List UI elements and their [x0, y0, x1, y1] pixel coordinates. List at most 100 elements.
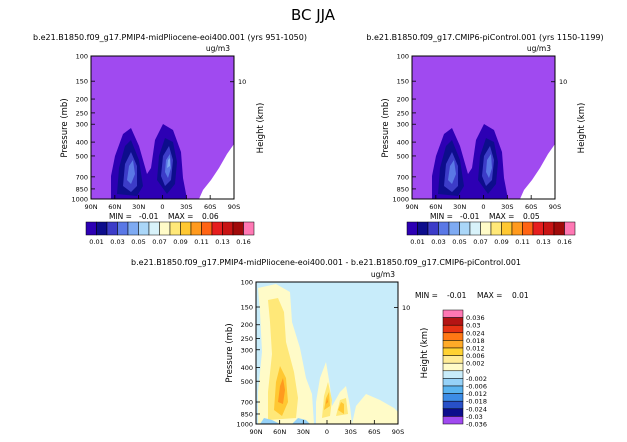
right-colorbar-box: [532, 221, 544, 236]
panel-diff: b.e21.B1850.f09_g17.PMIP4-midPliocene-eo…: [131, 258, 529, 436]
diff-colorbar-box: [442, 416, 464, 425]
right-ytick-label: 200: [397, 96, 409, 104]
right-colorbar-label: 0.03: [431, 238, 445, 246]
right-plot-area: 90N 60N 30N 0 30S 60S 90S 100 150 200 250 300 400 500…: [392, 53, 567, 212]
left-ytick-label: 100: [76, 53, 88, 61]
left-contour-0.09: [167, 158, 170, 168]
left-colorbar-box: [232, 221, 244, 236]
diff-xtick-label: 0: [325, 428, 329, 436]
diff-colorbar-box: [442, 309, 464, 318]
left-colorbar-box: [243, 221, 255, 236]
diff-colorbar-label: 0.036: [466, 314, 485, 322]
diff-colorbar-box: [442, 393, 464, 402]
right-colorbar-label: 0.13: [536, 238, 550, 246]
left-colorbar-label: 0.09: [173, 238, 187, 246]
diff-colorbar-label: 0.024: [466, 329, 485, 337]
right-colorbar-label: 0.16: [557, 238, 571, 246]
left-colorbar-box: [117, 221, 129, 236]
right-ytick-label: 850: [397, 185, 409, 193]
left-colorbar-box: [127, 221, 139, 236]
right-colorbar-box: [553, 221, 565, 236]
right-colorbar-box: [469, 221, 481, 236]
diff-colorbar-box: [442, 370, 464, 379]
right-ytick-label: 150: [397, 78, 409, 86]
left-colorbar-box: [148, 221, 160, 236]
left-max-value: 0.06: [202, 212, 219, 221]
diff-colorbar: 0.0360.030.0240.0180.0120.0060.0020-0.00…: [442, 309, 487, 429]
left-colorbar-box: [96, 221, 108, 236]
diff-ytick-label: 400: [241, 364, 253, 372]
right-xtick-label: 90N: [405, 203, 418, 211]
diff-colorbar-label: 0.03: [466, 322, 480, 330]
left-colorbar-label: 0.16: [236, 238, 250, 246]
right-colorbar-label: 0.09: [494, 238, 508, 246]
right-y2label: Height (km): [577, 103, 587, 154]
diff-colorbar-label: 0.018: [466, 337, 485, 345]
diff-axes: 90N 60N 30N 0 30S 60S 90S 100 150 200 250 300 400 500…: [236, 279, 410, 437]
left-xtick-label: 30N: [132, 203, 145, 211]
right-colorbar-box: [427, 221, 439, 236]
diff-title: b.e21.B1850.f09_g17.PMIP4-midPliocene-eo…: [131, 258, 521, 267]
left-ytick-label: 1000: [71, 196, 88, 204]
left-ytick-label: 150: [76, 78, 88, 86]
left-xtick-label: 30S: [180, 203, 192, 211]
panel-left: b.e21.B1850.f09_g17.PMIP4-midPliocene-eo…: [33, 33, 307, 246]
left-ytick-label: 200: [76, 96, 88, 104]
left-colorbar-label: 0.11: [194, 238, 208, 246]
left-colorbar-label: 0.03: [110, 238, 124, 246]
left-plot-area: 90N 60N 30N 0 30S 60S 90S 100 150 200 250 300 400 500…: [71, 53, 246, 212]
right-xtick-label: 30N: [453, 203, 466, 211]
right-xtick-label: 0: [481, 203, 485, 211]
right-ytick-label: 500: [397, 152, 409, 160]
left-ytick-label: 500: [76, 152, 88, 160]
right-max-label: MAX =: [489, 212, 514, 221]
left-ytick-label: 250: [76, 109, 88, 117]
right-ylabel: Pressure (mb): [381, 98, 391, 157]
left-colorbar-box: [138, 221, 150, 236]
right-ytick-label: 100: [397, 53, 409, 61]
left-colorbar-box: [211, 221, 223, 236]
left-no-data-region: [199, 144, 234, 199]
right-ytick-label: 300: [397, 121, 409, 129]
left-y2tick-label: 10: [238, 78, 246, 86]
diff-xtick-label: 30S: [344, 428, 356, 436]
left-colorbar: 0.01 0.03 0.05 0.07 0.09 0.11 0.13 0.16: [85, 221, 255, 246]
left-colorbar-box: [169, 221, 181, 236]
right-title: b.e21.B1850.f09_g17.CMIP6-piControl.001 …: [366, 33, 603, 42]
right-colorbar-box: [522, 221, 534, 236]
right-colorbar-box: [480, 221, 492, 236]
right-ytick-label: 400: [397, 139, 409, 147]
right-y2tick-label: 10: [559, 78, 567, 86]
left-ytick-label: 700: [76, 173, 88, 181]
right-xtick-label: 60N: [429, 203, 442, 211]
right-min-value: -0.01: [460, 212, 480, 221]
diff-xtick-label: 60S: [368, 428, 380, 436]
left-colorbar-label: 0.13: [215, 238, 229, 246]
right-colorbar-label: 0.07: [473, 238, 487, 246]
right-colorbar-box: [459, 221, 471, 236]
diff-xtick-label: 90S: [392, 428, 404, 436]
diff-y2label: Height (km): [420, 328, 430, 379]
diff-colorbar-label: 0.006: [466, 352, 485, 360]
diff-contour-0.002: [268, 298, 348, 420]
right-axes: 90N 60N 30N 0 30S 60S 90S 100 150 200 250 300 400 500…: [392, 53, 567, 212]
left-colorbar-box: [85, 221, 97, 236]
diff-colorbar-label: 0: [466, 367, 470, 375]
left-xtick-label: 0: [160, 203, 164, 211]
diff-y2tick-label: 10: [402, 304, 410, 312]
diff-ytick-label: 150: [241, 304, 253, 312]
panel-right: b.e21.B1850.f09_g17.CMIP6-piControl.001 …: [366, 33, 603, 246]
right-colorbar-box: [501, 221, 513, 236]
diff-colorbar-box: [442, 385, 464, 394]
left-max-label: MAX =: [168, 212, 193, 221]
left-contour-0.05: [123, 146, 173, 192]
diff-ytick-label: 300: [241, 346, 253, 354]
right-contour-0.07: [448, 154, 492, 184]
diff-xtick-label: 90N: [249, 428, 262, 436]
diff-colorbar-label: -0.03: [466, 413, 483, 421]
diff-colorbar-box: [442, 400, 464, 410]
diff-colorbar-box: [442, 332, 464, 341]
diff-ytick-label: 1000: [236, 421, 253, 429]
right-min-label: MIN =: [430, 212, 453, 221]
left-ylabel: Pressure (mb): [60, 98, 70, 157]
